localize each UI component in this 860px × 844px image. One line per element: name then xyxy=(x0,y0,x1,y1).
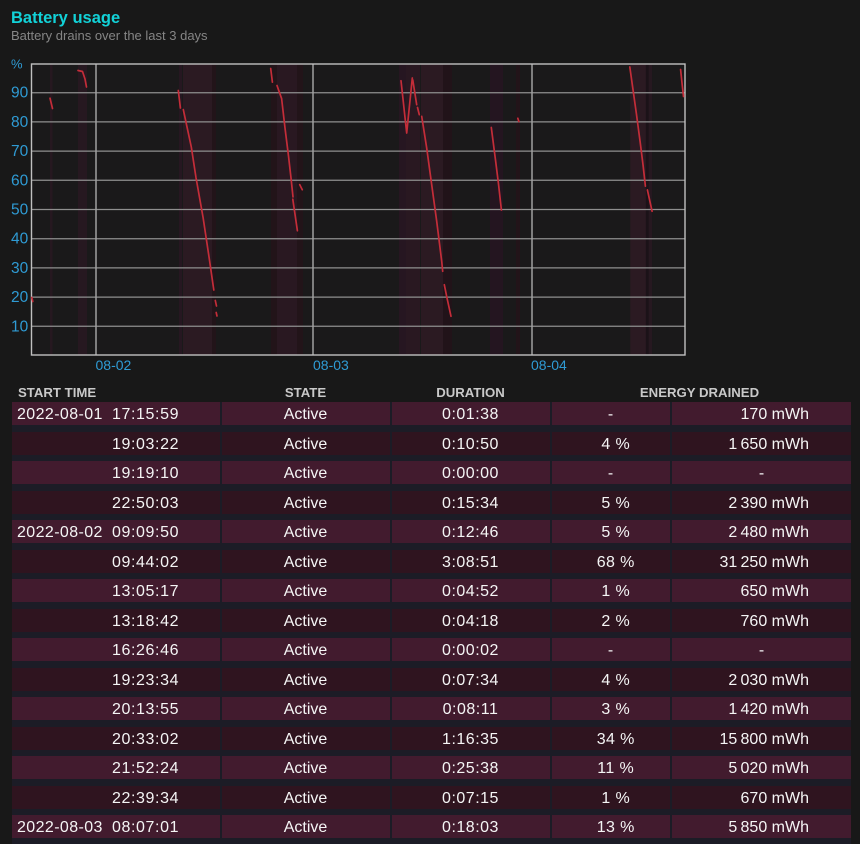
svg-text:20: 20 xyxy=(11,289,29,306)
svg-text:80: 80 xyxy=(11,114,29,131)
svg-text:08-03: 08-03 xyxy=(313,357,349,373)
svg-text:10: 10 xyxy=(11,318,29,335)
svg-text:90: 90 xyxy=(11,85,29,102)
svg-text:50: 50 xyxy=(11,202,29,219)
svg-text:40: 40 xyxy=(11,231,29,248)
svg-text:08-04: 08-04 xyxy=(531,357,567,373)
svg-text:30: 30 xyxy=(11,260,29,277)
svg-text:08-02: 08-02 xyxy=(96,357,132,373)
svg-text:70: 70 xyxy=(11,143,29,160)
svg-text:60: 60 xyxy=(11,172,29,189)
svg-text:%: % xyxy=(11,57,23,72)
